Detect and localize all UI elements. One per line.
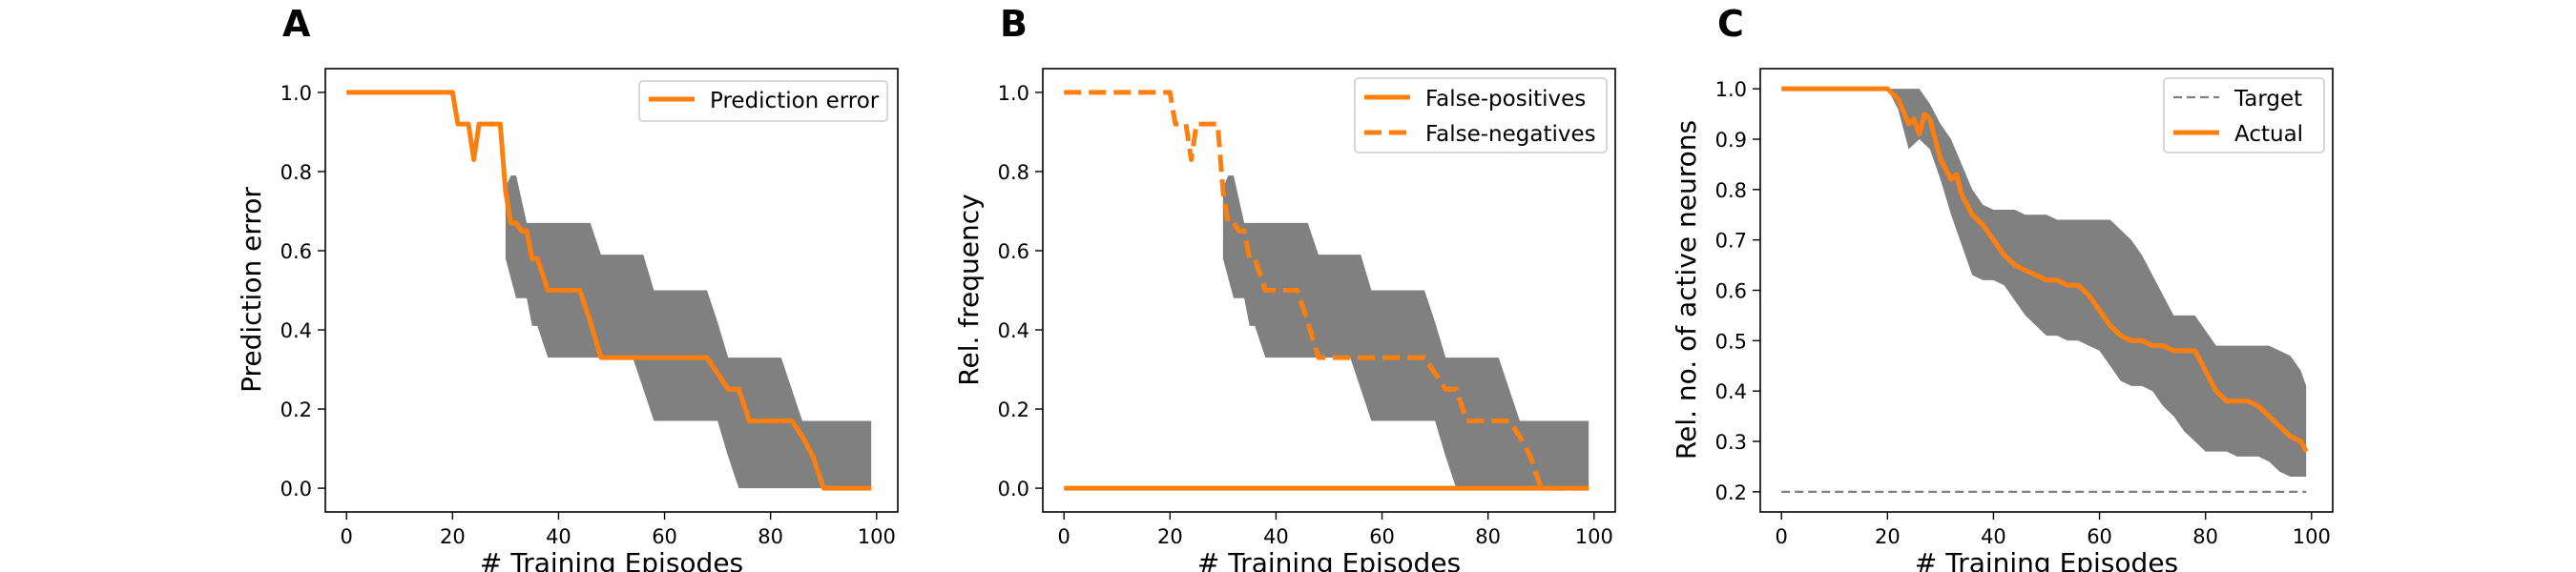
x-tick-label: 0 <box>1058 525 1070 548</box>
y-tick-label: 0.2 <box>1715 481 1747 504</box>
y-tick-label: 0.5 <box>1715 330 1747 353</box>
y-axis: 0.2 0.3 0.4 0.5 0.6 0.7 0.8 0.9 1.0 <box>1715 78 1760 504</box>
y-tick-label: 0.7 <box>1715 230 1747 253</box>
y-tick-label: 0.3 <box>1715 431 1747 454</box>
legend-entry-label: Prediction error <box>710 89 880 113</box>
legend-frame <box>1354 77 1608 153</box>
x-axis-label: # Training Episodes <box>1915 547 2178 572</box>
y-tick-label: 1.0 <box>998 82 1029 105</box>
x-tick-label: 0 <box>341 525 353 548</box>
x-tick-label: 80 <box>1475 525 1501 548</box>
panel-label: B <box>1000 3 1028 45</box>
legend: Prediction error <box>638 80 888 122</box>
legend-frame <box>638 80 888 122</box>
axes-frame <box>324 68 899 513</box>
panel-label: A <box>282 3 311 45</box>
y-tick-label: 1.0 <box>1715 78 1747 101</box>
y-tick-label: 0.4 <box>998 319 1029 342</box>
legend-entry-label: False-negatives <box>1425 122 1596 147</box>
series-line-false-negatives <box>1064 90 1589 491</box>
legend: False-positives False-negatives <box>1354 77 1608 153</box>
x-tick-label: 20 <box>440 525 466 548</box>
x-tick-label: 0 <box>1776 525 1788 548</box>
plot-area <box>346 90 872 491</box>
panel-c: C 0 20 40 60 80 100 0.2 0.3 0.4 0.5 0.6 0.7 0.8 0.9 1… <box>1671 3 2334 572</box>
y-tick-label: 0.4 <box>1715 380 1747 403</box>
y-tick-label: 0.8 <box>998 161 1029 184</box>
y-tick-label: 0.9 <box>1715 129 1747 152</box>
x-tick-label: 60 <box>652 525 677 548</box>
y-tick-label: 0.0 <box>998 478 1029 500</box>
series-line-actual <box>1781 86 2309 453</box>
x-tick-label: 20 <box>1875 525 1901 548</box>
x-tick-label: 80 <box>2192 525 2218 548</box>
panel-b: B 0 20 40 60 80 100 0.0 0.2 0.4 0.6 0.8 1.0 # Trai… <box>953 3 1616 572</box>
y-tick-label: 0.0 <box>280 478 312 500</box>
y-axis: 0.0 0.2 0.4 0.6 0.8 1.0 <box>280 82 325 500</box>
series-line-prediction-error <box>346 90 872 491</box>
legend-entry-label: False-positives <box>1425 87 1586 112</box>
y-tick-label: 0.6 <box>1715 280 1747 303</box>
x-tick-label: 20 <box>1157 525 1183 548</box>
x-axis: 0 20 40 60 80 100 <box>1058 512 1613 548</box>
axes-frame <box>1042 68 1616 513</box>
std-band <box>505 175 872 489</box>
y-axis-label: Rel. frequency <box>953 194 985 385</box>
y-tick-label: 0.2 <box>998 398 1029 421</box>
x-tick-label: 80 <box>758 525 783 548</box>
y-tick-label: 0.8 <box>1715 179 1747 202</box>
plot-area <box>1064 90 1589 491</box>
x-tick-label: 40 <box>1263 525 1289 548</box>
y-axis: 0.0 0.2 0.4 0.6 0.8 1.0 <box>998 82 1043 500</box>
y-tick-label: 0.8 <box>280 161 312 184</box>
x-axis-label: # Training Episodes <box>1197 547 1461 572</box>
y-tick-label: 0.2 <box>280 398 312 421</box>
x-tick-label: 60 <box>1369 525 1395 548</box>
y-axis-label: Prediction error <box>236 187 267 393</box>
legend: Target Actual <box>2163 77 2325 153</box>
x-axis-label: # Training Episodes <box>480 547 743 572</box>
y-tick-label: 0.6 <box>280 240 312 263</box>
x-axis: 0 20 40 60 80 100 <box>341 512 896 548</box>
panel-a: A 0 20 40 60 80 100 0.0 0.2 0.4 0.6 0.8 1.0 # Trai… <box>236 3 899 572</box>
std-band <box>1887 89 2307 477</box>
x-tick-label: 100 <box>2293 525 2331 548</box>
legend-entry-label: Target <box>2233 87 2302 112</box>
plot-area <box>1781 86 2309 494</box>
y-tick-label: 0.4 <box>280 319 312 342</box>
panel-label: C <box>1717 3 1744 45</box>
y-tick-label: 1.0 <box>280 82 312 105</box>
y-tick-label: 0.6 <box>998 240 1029 263</box>
std-band <box>1222 175 1589 489</box>
x-tick-label: 40 <box>1981 525 2006 548</box>
x-tick-label: 40 <box>546 525 571 548</box>
legend-entry-label: Actual <box>2234 122 2303 147</box>
x-tick-label: 100 <box>1575 525 1613 548</box>
x-tick-label: 100 <box>858 525 896 548</box>
x-axis: 0 20 40 60 80 100 <box>1776 512 2331 548</box>
x-tick-label: 60 <box>2087 525 2112 548</box>
y-axis-label: Rel. no. of active neurons <box>1671 120 1702 460</box>
